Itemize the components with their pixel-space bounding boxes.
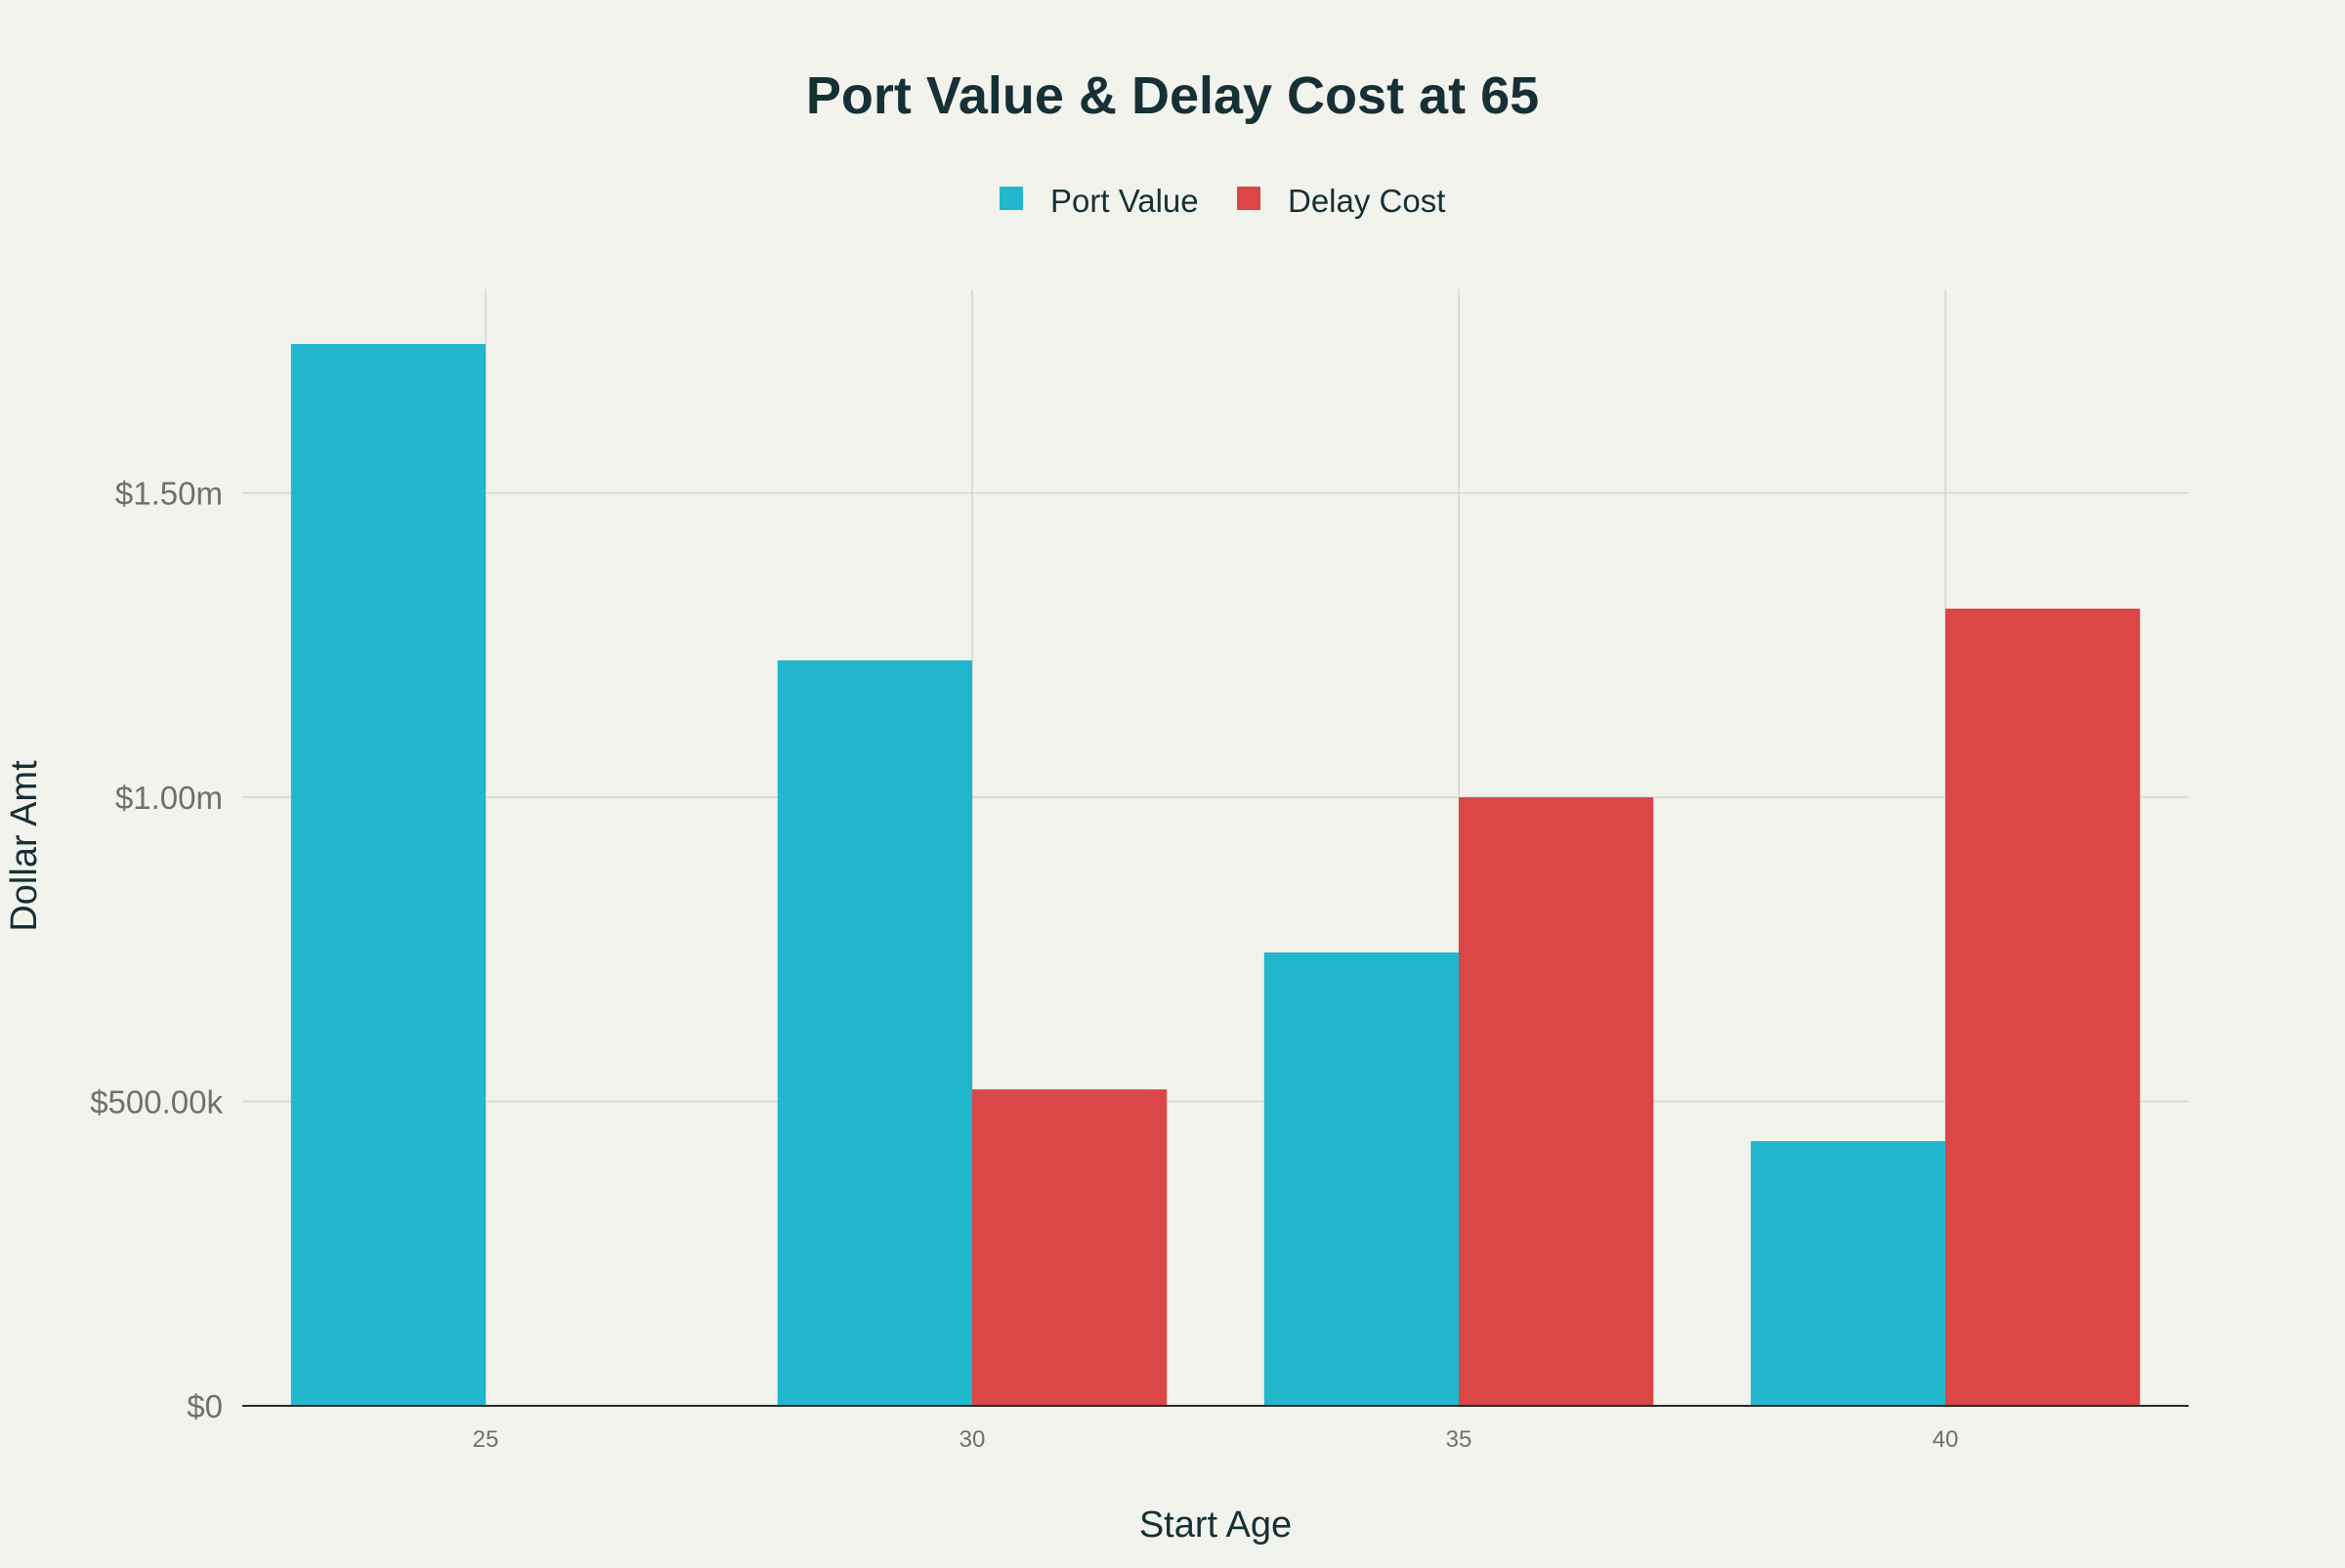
legend-label-port-value: Port Value: [1050, 183, 1199, 219]
bar-port-value-30: [777, 659, 972, 1406]
bar-port-value-40: [1750, 1141, 1945, 1406]
legend: Port Value Delay Cost: [1000, 183, 1445, 219]
chart-title: Port Value & Delay Cost at 65: [806, 66, 1539, 125]
bar-delay-cost-40: [1945, 609, 2141, 1406]
x-tick-label: 25: [473, 1426, 499, 1453]
y-tick-label: $1.00m: [115, 780, 223, 816]
y-axis-ticks: $0 $500.00k $1.00m $1.50m: [90, 476, 223, 1424]
legend-swatch-delay-cost: [1237, 187, 1260, 210]
x-axis-label: Start Age: [1139, 1504, 1292, 1546]
x-tick-label: 30: [959, 1426, 986, 1453]
y-tick-label: $1.50m: [115, 476, 223, 512]
bar-delay-cost-30: [972, 1089, 1168, 1406]
y-tick-label: $0: [187, 1388, 223, 1424]
legend-label-delay-cost: Delay Cost: [1288, 183, 1445, 219]
bar-delay-cost-35: [1459, 797, 1654, 1406]
bar-port-value-25: [290, 344, 486, 1406]
x-tick-label: 35: [1446, 1426, 1472, 1453]
y-axis-label: Dollar Amt: [4, 760, 45, 932]
bar-port-value-35: [1263, 952, 1459, 1406]
y-tick-label: $500.00k: [90, 1084, 223, 1121]
x-tick-label: 40: [1933, 1426, 1959, 1453]
x-axis-ticks: 25 30 35 40: [473, 1426, 1959, 1453]
legend-swatch-port-value: [1000, 187, 1023, 210]
bars: [290, 344, 2141, 1406]
